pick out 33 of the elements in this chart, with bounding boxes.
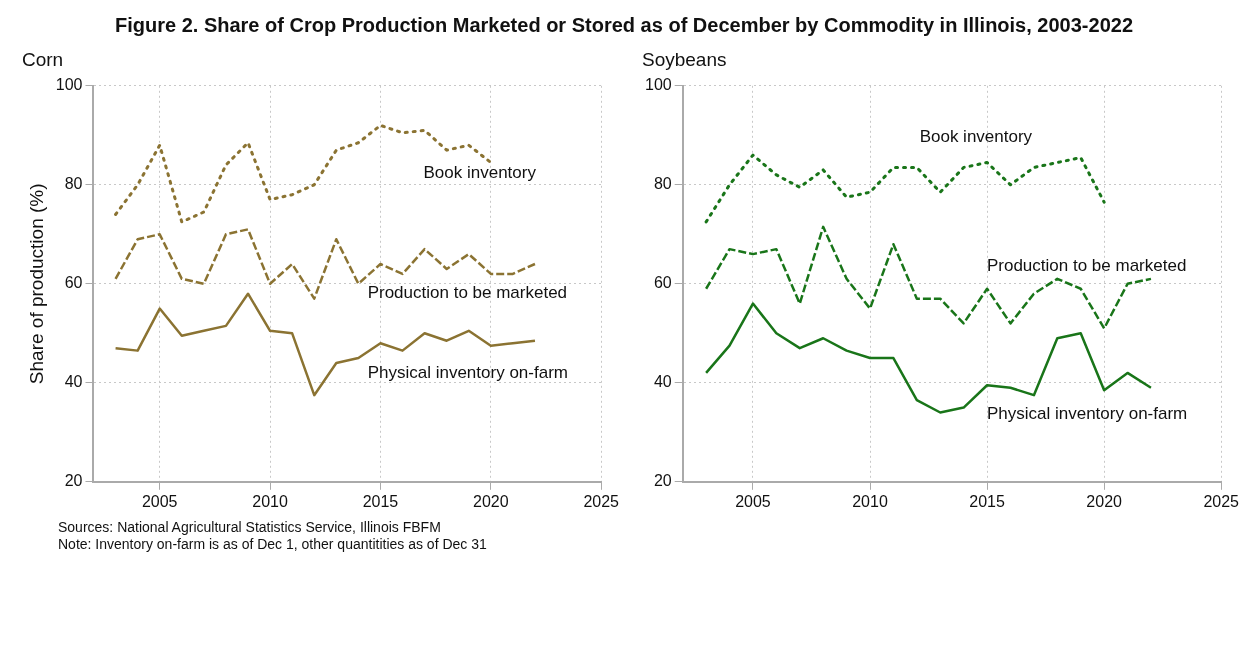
x-tick-label: 2005 <box>735 492 771 510</box>
x-tick-label: 2010 <box>852 492 888 510</box>
x-tick-label: 2010 <box>252 492 288 510</box>
x-tick-label: 2020 <box>1086 492 1123 510</box>
series-label: Book inventory <box>919 126 1033 146</box>
y-tick-label: 40 <box>653 373 672 391</box>
y-tick-label: 60 <box>64 274 83 292</box>
text: Figure 2. Share of Crop Production Marketed or Stored as of December by Commodity in Illinois, 2003-2022 <box>114 13 1134 38</box>
y-tick-label: 100 <box>55 76 83 94</box>
y-axis-title: Share of production (%) <box>25 183 47 385</box>
series-label: Production to be marketed <box>986 256 1187 276</box>
x-tick-label: 2025 <box>1203 492 1240 510</box>
series-label: Physical inventory on-farm <box>367 362 568 382</box>
x-tick-label: 2025 <box>583 492 620 510</box>
y-tick-label: 80 <box>64 175 83 193</box>
x-tick-label: 2005 <box>141 492 178 510</box>
series-label: Production to be marketed <box>367 283 568 303</box>
x-tick-label: 2020 <box>473 492 509 510</box>
x-tick-label: 2015 <box>362 492 399 510</box>
y-tick-label: 20 <box>64 472 83 490</box>
text: Note: Inventory on-farm is as of Dec 1, other quantitities as of Dec 31 <box>57 536 488 553</box>
source-note: Sources: National Agricultural Statistics Service, Illinois FBFM <box>57 519 442 536</box>
chart-title: Corn <box>22 48 64 70</box>
chart-title: Soybeans <box>642 48 727 70</box>
series-label: Book inventory <box>423 162 537 182</box>
y-tick-label: 60 <box>653 274 672 292</box>
y-tick-label: 20 <box>653 472 672 490</box>
y-tick-label: 80 <box>653 175 672 193</box>
line-series <box>704 153 1106 224</box>
y-tick-label: 40 <box>64 373 83 391</box>
y-tick-label: 100 <box>644 76 672 94</box>
series-label: Physical inventory on-farm <box>986 404 1188 424</box>
x-tick-label: 2015 <box>969 492 1005 510</box>
